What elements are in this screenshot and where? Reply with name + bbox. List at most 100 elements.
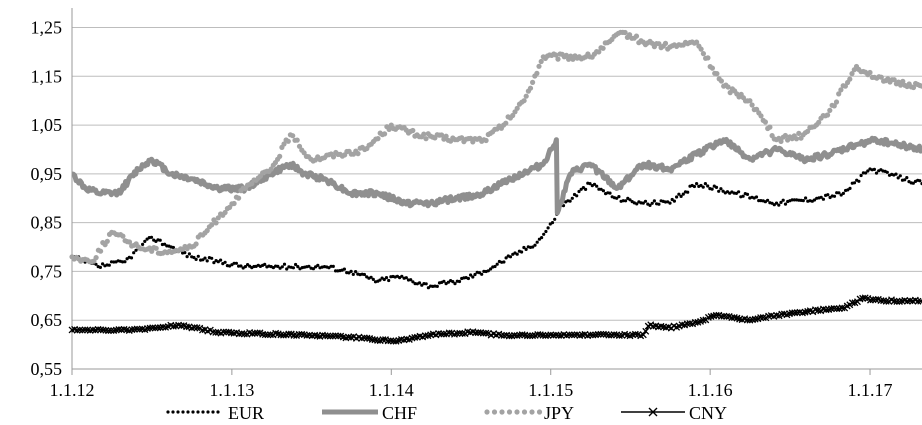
data-point-eur <box>203 256 207 260</box>
data-point-eur <box>885 170 889 174</box>
data-point-eur <box>533 243 537 247</box>
legend-marker <box>514 409 520 415</box>
data-point-eur <box>489 267 493 271</box>
legend-marker <box>648 407 658 417</box>
data-point-eur <box>774 201 779 205</box>
data-point-jpy <box>521 98 527 104</box>
data-point-eur <box>734 191 739 195</box>
data-point-eur <box>276 264 280 268</box>
data-point-eur <box>819 195 823 199</box>
data-point-eur <box>826 193 830 197</box>
data-point-jpy <box>410 127 416 134</box>
data-point-jpy <box>443 133 449 139</box>
data-point-eur <box>316 263 320 267</box>
data-point-eur <box>601 189 606 193</box>
x-tick-label: 1.1.13 <box>209 380 254 400</box>
data-point-cny <box>280 331 287 339</box>
data-point-eur <box>307 264 311 268</box>
data-point-cny <box>586 331 594 339</box>
data-point-jpy <box>910 84 917 91</box>
data-point-cny <box>600 330 607 338</box>
data-point-eur <box>502 260 506 264</box>
data-point-eur <box>362 272 366 277</box>
legend-marker <box>499 409 505 415</box>
legend-marker <box>166 410 170 414</box>
data-point-eur <box>194 257 198 261</box>
data-point-jpy <box>285 138 291 144</box>
data-point-eur <box>542 232 546 236</box>
data-point-eur <box>404 276 408 280</box>
legend-item-cny: CNY <box>621 403 727 423</box>
data-point-cny <box>830 305 838 312</box>
data-point-cny <box>914 297 922 305</box>
data-point-eur <box>369 275 373 279</box>
data-point-cny <box>699 316 707 324</box>
data-point-cny <box>411 333 419 341</box>
data-point-cny <box>458 329 466 337</box>
data-point-eur <box>872 167 877 171</box>
data-point-cny <box>773 311 781 319</box>
legend-marker <box>484 409 490 415</box>
y-tick-label: 0,55 <box>31 359 63 379</box>
data-point-eur <box>608 191 612 195</box>
data-point-jpy <box>93 255 99 261</box>
data-point-eur <box>495 262 499 266</box>
data-point-jpy <box>204 228 210 234</box>
data-point-eur <box>486 269 490 273</box>
data-point-eur <box>544 229 548 234</box>
data-point-eur <box>531 245 535 249</box>
data-point-eur <box>918 179 922 183</box>
data-point-cny <box>421 332 429 340</box>
data-point-eur <box>710 187 714 191</box>
data-point-cny <box>329 332 337 340</box>
data-point-eur <box>311 267 315 271</box>
data-point-eur <box>894 172 898 176</box>
data-point-jpy <box>538 58 544 65</box>
data-point-jpy <box>439 132 445 138</box>
data-point-eur <box>714 185 719 189</box>
data-point-eur <box>859 173 863 178</box>
data-point-eur <box>641 201 645 205</box>
data-point-cny <box>324 332 332 340</box>
data-point-cny <box>374 336 382 344</box>
data-point-eur <box>801 199 805 203</box>
data-point-jpy <box>530 79 536 85</box>
data-point-cny <box>597 330 605 338</box>
data-point-eur <box>121 260 125 264</box>
data-point-jpy <box>104 238 110 244</box>
data-point-eur <box>721 189 725 193</box>
data-point-cny <box>453 330 461 337</box>
data-point-eur <box>409 278 413 282</box>
data-point-cny <box>639 331 647 339</box>
data-point-eur <box>874 171 879 175</box>
data-point-eur <box>737 190 741 194</box>
data-point-eur <box>588 182 592 186</box>
data-point-eur <box>643 199 648 203</box>
data-point-cny <box>240 330 248 338</box>
data-point-eur <box>444 282 448 286</box>
data-point-jpy <box>294 137 300 143</box>
data-point-cny <box>717 312 725 320</box>
data-point-cny <box>104 327 112 335</box>
data-point-eur <box>420 283 424 287</box>
data-point-jpy <box>718 78 725 84</box>
data-point-eur <box>540 236 544 240</box>
data-point-jpy <box>236 195 242 201</box>
data-point-cny <box>615 332 623 340</box>
data-point-jpy <box>838 87 844 93</box>
data-point-jpy <box>126 239 133 245</box>
data-point-cny <box>838 304 846 312</box>
data-point-cny <box>285 330 293 338</box>
data-point-jpy <box>596 49 602 55</box>
data-point-cny <box>712 311 720 319</box>
data-point-eur <box>466 276 470 281</box>
legend-marker <box>216 410 220 414</box>
legend-marker <box>176 410 180 414</box>
data-point-eur <box>263 262 267 266</box>
data-point-eur <box>650 201 654 205</box>
x-tick-label: 1.1.12 <box>50 380 95 400</box>
data-point-eur <box>442 279 446 283</box>
data-point-jpy <box>782 132 789 139</box>
data-point-eur <box>354 270 358 274</box>
